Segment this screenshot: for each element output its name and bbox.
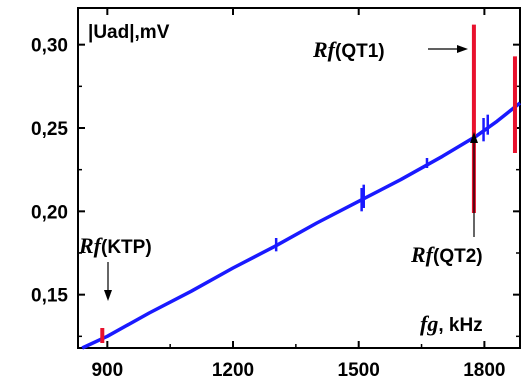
axis-ticks: 900 1200 1500 1800 0,15 0,20 0,25 0,30: [31, 8, 520, 381]
arrow-qt2: [470, 132, 478, 237]
x-tick-label: 900: [91, 360, 123, 381]
x-axis-label-italic: fg: [420, 311, 438, 336]
y-axis-label: |Uad|,mV: [88, 22, 170, 43]
y-tick-label: 0,30: [31, 36, 68, 57]
plot-frame: [77, 7, 521, 349]
annotation-ktp: Rf(KTP): [78, 233, 152, 258]
y-tick-label: 0,15: [31, 286, 68, 307]
annotation-qt2-text: (QT2): [433, 246, 483, 267]
annotation-ktp-italic: Rf: [78, 233, 104, 258]
x-tick-label: 1800: [463, 360, 505, 381]
annotation-qt2: Rf(QT2): [410, 242, 483, 267]
arrow-qt1: [428, 45, 468, 53]
annotation-qt1: Rf(QT1): [312, 37, 385, 62]
data-series: [81, 101, 522, 350]
x-axis-label: fg, kHz: [420, 311, 483, 336]
arrow-ktp: [104, 262, 112, 301]
y-tick-label: 0,25: [31, 119, 68, 140]
annotation-ktp-text: (KTP): [101, 237, 152, 258]
annotation-qt1-text: (QT1): [335, 41, 385, 62]
x-tick-label: 1500: [338, 360, 380, 381]
x-axis-label-rest: , kHz: [438, 315, 482, 336]
y-tick-label: 0,20: [31, 202, 68, 223]
plot-axes: [77, 7, 521, 349]
annotation-qt1-italic: Rf: [312, 37, 338, 62]
annotation-qt2-italic: Rf: [410, 242, 436, 267]
x-tick-label: 1200: [212, 360, 254, 381]
series-line: [81, 101, 522, 350]
